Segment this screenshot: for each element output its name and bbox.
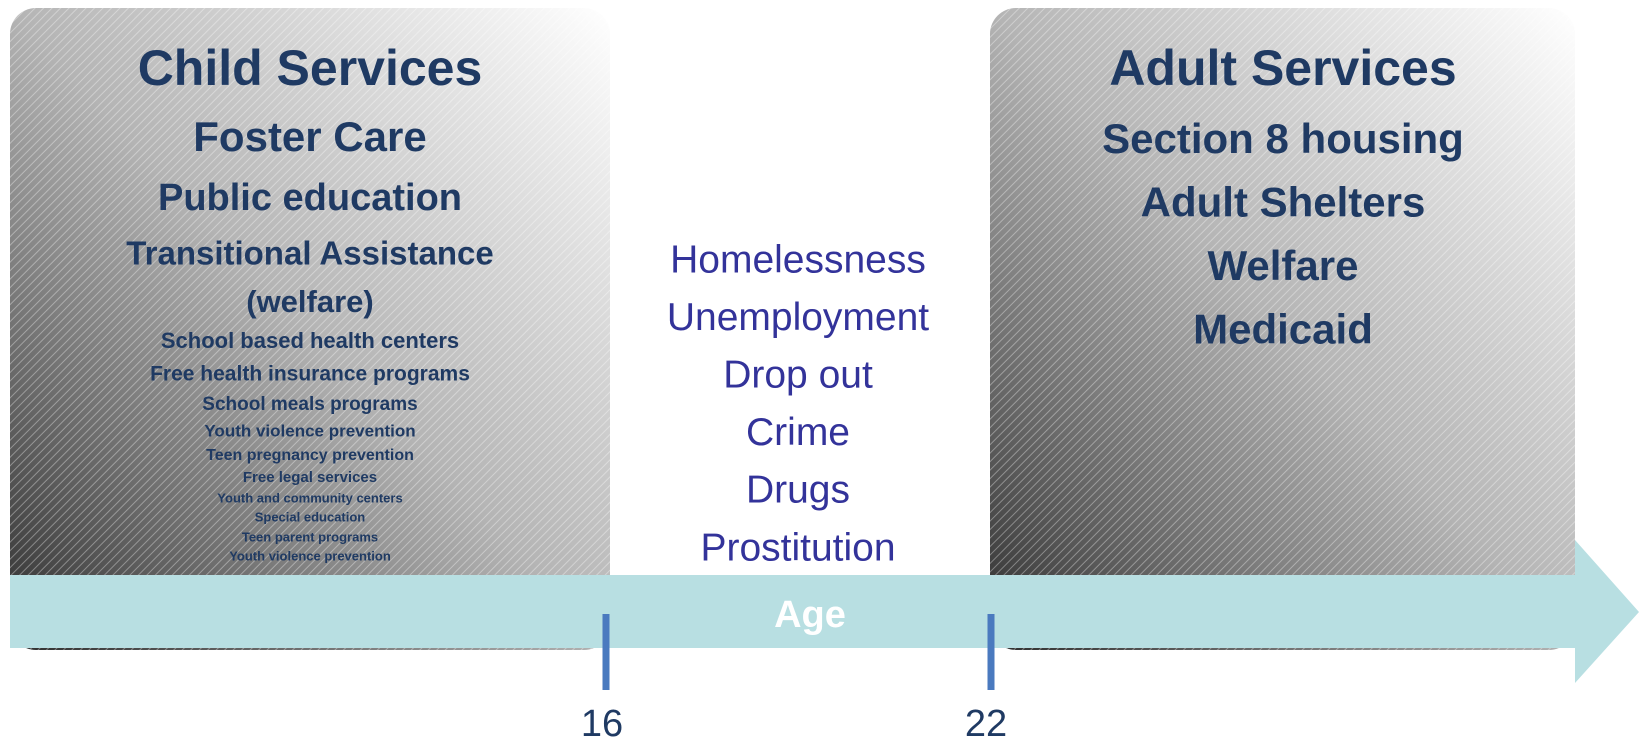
child-item: Youth violence prevention: [204, 421, 415, 440]
child-item: Youth violence prevention: [229, 548, 391, 563]
risk-item: Prostitution: [700, 526, 895, 569]
age-arrow: [10, 540, 1639, 683]
child-item: Free health insurance programs: [150, 363, 470, 386]
tick-label: 16: [581, 703, 623, 745]
risk-item: Drop out: [723, 353, 873, 396]
child-item: Free legal services: [243, 469, 377, 486]
child-item: Transitional Assistance: [126, 235, 493, 272]
child-item: Youth and community centers: [217, 490, 402, 505]
axis-label: Age: [774, 594, 846, 636]
adult-panel-hatch: [990, 8, 1575, 650]
child-item: School meals programs: [202, 394, 417, 415]
tick-label: 22: [965, 703, 1007, 745]
child-title: Child Services: [138, 40, 483, 96]
adult-item: Medicaid: [1193, 306, 1373, 353]
adult-title: Adult Services: [1109, 40, 1456, 96]
child-item: (welfare): [246, 284, 373, 319]
child-item: Foster Care: [193, 113, 426, 160]
child-item: Public education: [158, 177, 462, 219]
adult-item: Section 8 housing: [1102, 115, 1464, 162]
risk-item: Unemployment: [667, 296, 929, 339]
adult-item: Welfare: [1208, 242, 1359, 289]
risk-item: Homelessness: [670, 238, 926, 281]
labels: Child Services Foster Care Public educatio…: [126, 40, 1464, 745]
child-panel-hatch: [10, 8, 610, 650]
child-item: Special education: [255, 509, 366, 524]
child-item: Teen parent programs: [242, 529, 378, 544]
adult-item: Adult Shelters: [1141, 179, 1426, 226]
risk-item: Crime: [746, 411, 850, 454]
child-item: School based health centers: [161, 328, 459, 353]
risk-item: Drugs: [746, 469, 850, 512]
child-item: Teen pregnancy prevention: [206, 447, 414, 464]
